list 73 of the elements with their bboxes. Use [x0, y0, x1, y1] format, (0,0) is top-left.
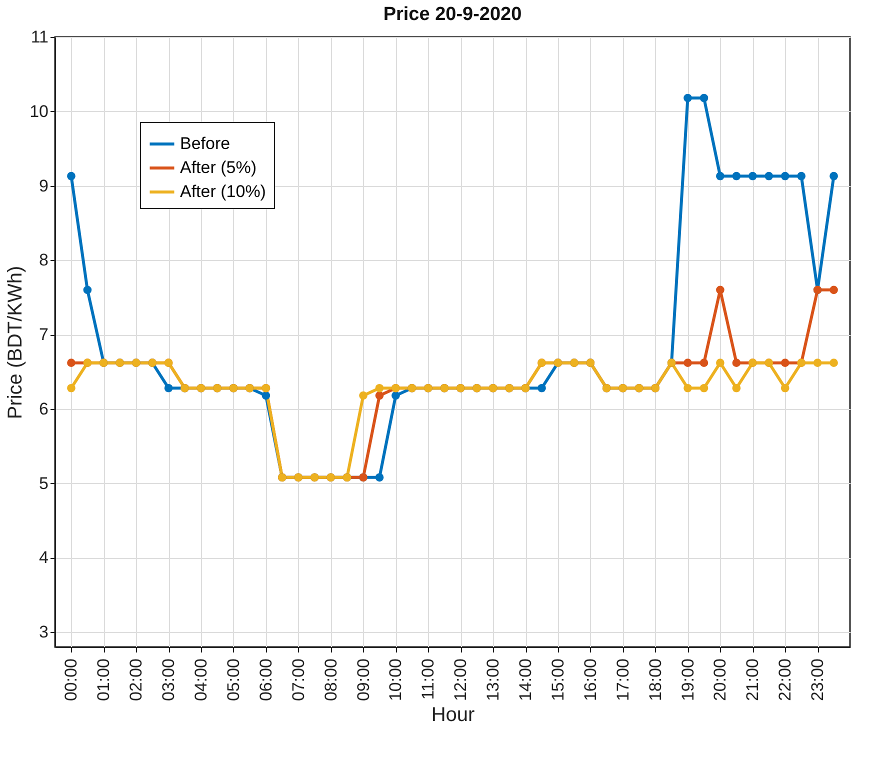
x-tick-label: 03:00 — [159, 658, 178, 702]
point — [67, 358, 76, 368]
y-tick-label: 7 — [39, 325, 48, 344]
legend-label: After (10%) — [180, 182, 266, 201]
point — [684, 358, 692, 368]
x-tick-label: 00:00 — [62, 658, 81, 702]
legend-label: Before — [180, 134, 230, 153]
point — [375, 391, 384, 400]
x-tick-label: 09:00 — [354, 658, 373, 702]
x-tick-label: 05:00 — [224, 658, 243, 702]
y-tick-label: 10 — [30, 102, 48, 121]
x-tick-label: 10:00 — [386, 658, 406, 702]
x-tick-label: 04:00 — [192, 658, 211, 702]
x-tick-label: 06:00 — [256, 658, 276, 702]
point — [780, 384, 790, 392]
point — [67, 384, 76, 392]
point — [262, 391, 270, 400]
point — [732, 172, 741, 180]
x-tick-label: 13:00 — [484, 658, 503, 702]
x-tick-label: 21:00 — [743, 658, 762, 702]
x-axis-title: Hour — [431, 704, 476, 726]
y-tick-label: 4 — [39, 548, 48, 568]
point — [732, 384, 741, 392]
x-tick-label: 17:00 — [613, 658, 632, 702]
x-tick-label: 20:00 — [710, 658, 730, 702]
point — [780, 358, 790, 368]
point — [748, 172, 757, 180]
chart-title: Price 20-9-2020 — [383, 4, 522, 25]
x-tick-label: 23:00 — [808, 658, 828, 702]
x-tick-label: 07:00 — [288, 658, 308, 702]
x-tick-label: 14:00 — [516, 658, 536, 702]
point — [797, 172, 806, 180]
x-tick-label: 18:00 — [646, 658, 665, 702]
y-axis-title: Price (BDT/KWh) — [4, 266, 27, 420]
point — [684, 384, 692, 392]
point — [375, 473, 384, 482]
y-tick-label: 6 — [39, 399, 48, 418]
point — [375, 384, 384, 392]
y-tick-label: 9 — [39, 176, 48, 196]
y-tick-label: 5 — [39, 474, 48, 493]
x-tick-label: 12:00 — [451, 658, 470, 702]
point — [359, 391, 368, 400]
point — [732, 358, 741, 368]
x-tick-label: 11:00 — [418, 658, 438, 700]
point — [716, 286, 724, 294]
point — [830, 286, 838, 294]
point — [700, 358, 708, 368]
legend-label: After (5%) — [180, 158, 257, 177]
point — [780, 172, 790, 180]
y-tick-label: 3 — [39, 622, 48, 642]
y-tick-label: 11 — [30, 28, 48, 46]
y-tick-label: 8 — [39, 250, 48, 270]
x-tick-label: 16:00 — [580, 658, 600, 702]
x-tick-label: 22:00 — [776, 658, 795, 702]
point — [67, 172, 76, 180]
point — [813, 358, 822, 368]
point — [684, 94, 692, 102]
point — [830, 358, 838, 368]
x-tick-label: 15:00 — [548, 658, 568, 702]
x-tick-label: 01:00 — [94, 658, 114, 702]
x-tick-label: 19:00 — [678, 658, 698, 702]
point — [538, 384, 546, 392]
point — [830, 172, 838, 180]
x-tick-label: 02:00 — [126, 658, 146, 702]
x-tick-label: 08:00 — [321, 658, 340, 702]
point — [83, 286, 92, 294]
point — [164, 384, 173, 392]
point — [716, 172, 724, 180]
point — [700, 384, 708, 392]
point — [700, 94, 708, 102]
point — [764, 172, 774, 180]
point — [392, 391, 400, 400]
point — [716, 358, 724, 368]
